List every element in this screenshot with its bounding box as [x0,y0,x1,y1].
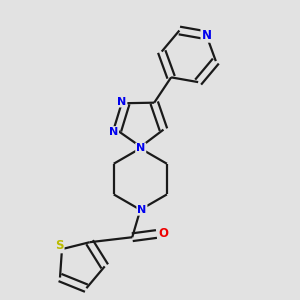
Text: N: N [137,205,146,215]
Text: N: N [136,143,146,153]
Text: N: N [109,127,118,137]
Text: O: O [158,227,168,241]
Text: N: N [117,97,127,106]
Text: N: N [201,29,212,42]
Text: S: S [55,239,64,252]
